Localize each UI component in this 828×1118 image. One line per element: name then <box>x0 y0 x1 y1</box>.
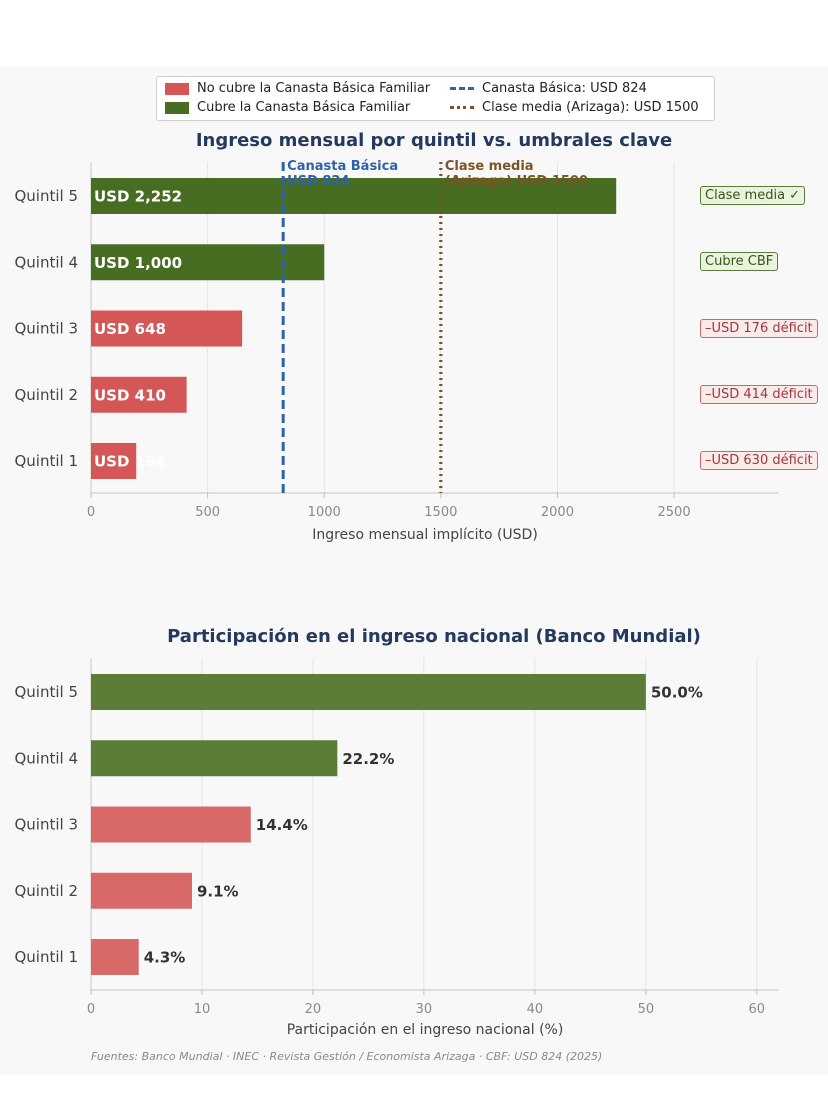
chart1-x-tick-label: 1500 <box>424 505 457 520</box>
chart1-value-label: USD 410 <box>94 386 166 404</box>
chart1-title: Ingreso mensual por quintil vs. umbrales… <box>195 130 673 151</box>
chart2-x-tick-label: 10 <box>194 1002 211 1017</box>
reference-line-label: Canasta Básica <box>287 159 398 174</box>
chart1-category-label: Quintil 4 <box>14 253 78 271</box>
chart2-value-label: 4.3% <box>144 949 186 967</box>
chart2-bar <box>91 674 646 710</box>
chart2-x-tick-label: 60 <box>749 1002 766 1017</box>
legend-item-clase-media: Clase media (Arizaga): USD 1500 <box>450 100 699 115</box>
status-badge: Cubre CBF <box>700 252 779 272</box>
chart2-title: Participación en el ingreso nacional (Ba… <box>167 626 701 647</box>
status-badge: –USD 414 déficit <box>700 384 818 404</box>
source-note: Fuentes: Banco Mundial · INEC · Revista … <box>91 1050 603 1063</box>
page-bottom <box>0 1075 828 1118</box>
chart2-category-label: Quintil 1 <box>14 948 78 966</box>
chart1-x-tick-label: 0 <box>87 505 95 520</box>
chart2-bar <box>91 939 139 975</box>
chart1-category-label: Quintil 3 <box>14 320 78 338</box>
chart2-x-tick-label: 50 <box>638 1002 655 1017</box>
chart2-x-tick-label: 30 <box>416 1002 433 1017</box>
legend-item-no-cubre: No cubre la Canasta Básica Familiar <box>165 81 430 96</box>
chart2-category-label: Quintil 5 <box>14 683 78 701</box>
legend: No cubre la Canasta Básica Familiar Cubr… <box>156 76 715 121</box>
legend-line-canasta <box>450 87 474 90</box>
legend-label-canasta: Canasta Básica: USD 824 <box>482 81 647 96</box>
legend-label-cubre: Cubre la Canasta Básica Familiar <box>197 100 411 115</box>
chart1-x-axis-label: Ingreso mensual implícito (USD) <box>312 527 538 543</box>
legend-label-clase-media: Clase media (Arizaga): USD 1500 <box>482 100 699 115</box>
chart1-bar <box>91 376 187 413</box>
chart1-bar <box>91 244 325 281</box>
chart2-bar <box>91 806 251 843</box>
legend-item-canasta: Canasta Básica: USD 824 <box>450 81 647 96</box>
chart2-category-label: Quintil 4 <box>14 749 78 767</box>
chart1-x-tick-label: 2500 <box>658 505 691 520</box>
chart2-category-label: Quintil 3 <box>14 816 78 834</box>
chart2-x-tick-label: 40 <box>527 1002 544 1017</box>
chart2-bar <box>91 740 338 777</box>
chart2-bar <box>91 872 192 909</box>
chart2-value-label: 50.0% <box>651 684 703 702</box>
chart2-value-label: 22.2% <box>342 750 394 768</box>
chart1-bar <box>91 178 617 214</box>
legend-swatch-no-cubre <box>165 82 189 95</box>
chart1-x-tick-label: 500 <box>195 505 220 520</box>
chart1-x-tick-label: 1000 <box>308 505 341 520</box>
reference-line-label: USD 824 <box>287 174 349 189</box>
reference-line-label: (Arizaga) USD 1500 <box>445 174 588 189</box>
chart2-value-label: 14.4% <box>256 816 308 834</box>
legend-item-cubre: Cubre la Canasta Básica Familiar <box>165 100 410 115</box>
chart1-category-label: Quintil 1 <box>14 452 78 470</box>
chart1-x-tick-label: 2000 <box>541 505 574 520</box>
chart1-category-label: Quintil 2 <box>14 386 78 404</box>
chart2-x-tick-label: 0 <box>87 1002 95 1017</box>
chart2-category-label: Quintil 2 <box>14 882 78 900</box>
reference-line-label: Clase media <box>445 159 534 174</box>
chart2-x-axis-label: Participación en el ingreso nacional (%) <box>287 1022 564 1038</box>
chart1-value-label: USD 1,000 <box>94 254 182 272</box>
legend-swatch-cubre <box>165 101 189 114</box>
status-badge: Clase media ✓ <box>700 186 806 205</box>
chart1-value-label: USD 2,252 <box>94 188 182 206</box>
legend-label-no-cubre: No cubre la Canasta Básica Familiar <box>197 81 431 96</box>
chart1-bar <box>91 443 137 479</box>
chart1-category-label: Quintil 5 <box>14 187 78 205</box>
chart2-x-tick-label: 20 <box>305 1002 322 1017</box>
chart1-value-label: USD 648 <box>94 320 166 338</box>
legend-line-clase-media <box>450 106 474 109</box>
status-badge: –USD 176 déficit <box>700 318 818 338</box>
status-badge: –USD 630 déficit <box>700 451 818 470</box>
chart1-bar <box>91 310 243 347</box>
chart2-value-label: 9.1% <box>197 882 239 900</box>
chart1-value-label: USD 194 <box>94 453 166 471</box>
